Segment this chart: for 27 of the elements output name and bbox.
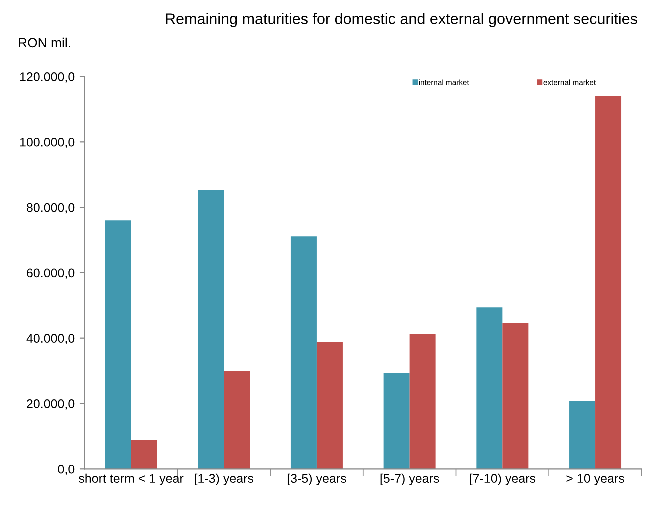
bar xyxy=(131,440,158,470)
y-tick-label: 80.000,0 xyxy=(27,203,75,214)
bar xyxy=(384,373,410,470)
y-axis-title: RON mil. xyxy=(19,38,70,48)
y-tick-label: 0,0 xyxy=(58,464,75,476)
bar xyxy=(198,190,224,470)
bar xyxy=(105,220,132,470)
bar xyxy=(476,308,503,470)
x-tick-label: [7-10) years xyxy=(470,474,536,486)
bar xyxy=(290,236,317,470)
y-tick-label: 40.000,0 xyxy=(26,334,75,344)
y-tick-label: 60.000,0 xyxy=(27,268,75,280)
x-tick-label: [1-3) years xyxy=(195,474,254,486)
y-tick-label: 20.000,0 xyxy=(27,400,75,410)
y-tick-label: 120.000,0 xyxy=(20,72,75,83)
bar xyxy=(224,371,250,470)
y-tick-label: 100.000,0 xyxy=(20,138,75,148)
bar xyxy=(316,342,343,470)
bar xyxy=(410,334,436,470)
x-tick-label: [3-5) years xyxy=(288,474,346,486)
x-tick-label: > 10 years xyxy=(566,474,624,486)
x-tick-label: [5-7) years xyxy=(380,474,440,486)
bar xyxy=(596,96,622,470)
x-tick-label: short term < 1 year xyxy=(78,474,184,486)
bar xyxy=(570,401,596,470)
bar xyxy=(502,323,529,470)
chart-title: Remaining maturities for domestic and external government securities xyxy=(166,13,638,28)
